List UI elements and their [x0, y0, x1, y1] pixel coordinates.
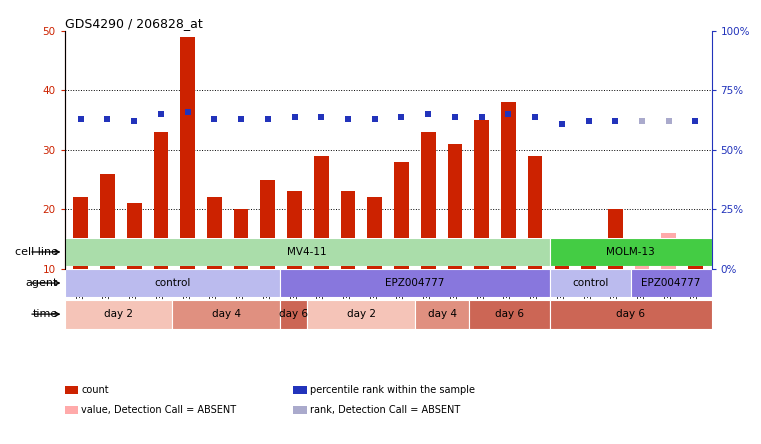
Bar: [341, 191, 355, 269]
Text: agent: agent: [26, 278, 59, 288]
Bar: [65, 300, 173, 329]
Bar: [287, 191, 302, 269]
Bar: [421, 132, 435, 269]
Bar: [550, 238, 712, 266]
Text: day 2: day 2: [347, 309, 376, 319]
Text: percentile rank within the sample: percentile rank within the sample: [310, 385, 475, 395]
Bar: [260, 179, 275, 269]
Bar: [474, 120, 489, 269]
Text: count: count: [81, 385, 109, 395]
Bar: [608, 209, 622, 269]
Text: day 6: day 6: [495, 309, 524, 319]
Bar: [127, 203, 142, 269]
Bar: [394, 162, 409, 269]
Bar: [415, 300, 469, 329]
Bar: [207, 197, 221, 269]
Bar: [234, 209, 248, 269]
Bar: [368, 197, 382, 269]
Bar: [528, 156, 543, 269]
Text: day 2: day 2: [104, 309, 133, 319]
Bar: [631, 269, 712, 297]
Text: day 6: day 6: [279, 309, 308, 319]
Bar: [469, 300, 550, 329]
Text: day 6: day 6: [616, 309, 645, 319]
Text: MV4-11: MV4-11: [288, 247, 327, 257]
Bar: [154, 132, 168, 269]
Bar: [635, 245, 649, 269]
Bar: [501, 103, 516, 269]
Bar: [688, 239, 703, 269]
Bar: [173, 300, 280, 329]
Bar: [65, 238, 550, 266]
Bar: [555, 239, 569, 269]
Text: day 4: day 4: [428, 309, 457, 319]
Text: time: time: [33, 309, 59, 319]
Bar: [447, 144, 462, 269]
Bar: [550, 300, 712, 329]
Text: EPZ004777: EPZ004777: [642, 278, 701, 288]
Text: MOLM-13: MOLM-13: [607, 247, 655, 257]
Bar: [307, 300, 415, 329]
Bar: [65, 269, 280, 297]
Bar: [314, 156, 329, 269]
Text: EPZ004777: EPZ004777: [385, 278, 444, 288]
Bar: [280, 300, 307, 329]
Bar: [661, 233, 676, 269]
Bar: [73, 197, 88, 269]
Text: control: control: [154, 278, 191, 288]
Bar: [550, 269, 631, 297]
Text: cell line: cell line: [15, 247, 59, 257]
Text: GDS4290 / 206828_at: GDS4290 / 206828_at: [65, 17, 202, 30]
Text: day 4: day 4: [212, 309, 241, 319]
Text: value, Detection Call = ABSENT: value, Detection Call = ABSENT: [81, 405, 237, 415]
Bar: [180, 37, 195, 269]
Bar: [100, 174, 115, 269]
Bar: [280, 269, 550, 297]
Bar: [581, 239, 596, 269]
Text: rank, Detection Call = ABSENT: rank, Detection Call = ABSENT: [310, 405, 460, 415]
Text: control: control: [572, 278, 609, 288]
